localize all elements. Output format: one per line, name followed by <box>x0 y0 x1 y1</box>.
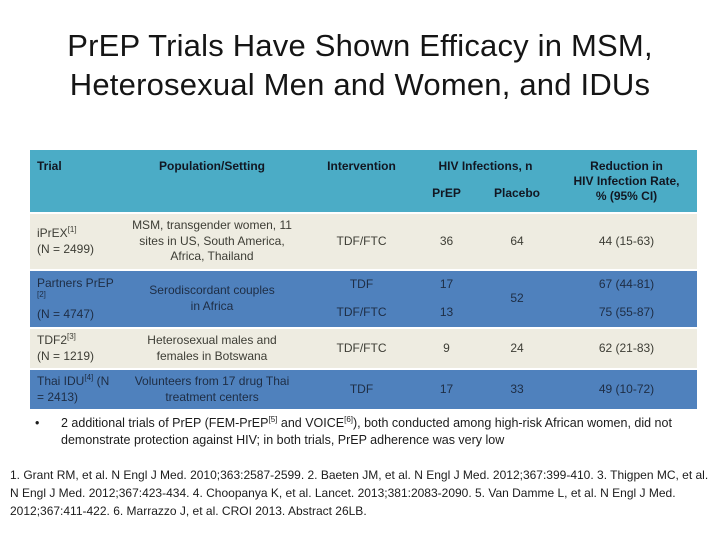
bullet-ref-5: [5] <box>268 414 278 424</box>
prep-trials-table: Trial Population/Setting Intervention HI… <box>30 150 697 411</box>
bullet-text-part3: ), both conducted among high-risk Africa… <box>61 416 672 448</box>
table-header-row: Trial Population/Setting Intervention HI… <box>30 150 697 212</box>
header-reduction: Reduction in HIV Infection Rate, % (95% … <box>573 159 680 203</box>
trial-ref: [3] <box>67 332 76 341</box>
slide-title-line1: PrEP Trials Have Shown Efficacy in MSM, <box>67 28 653 63</box>
trial-cell: Thai IDU[4] (N = 2413) <box>30 370 116 409</box>
prep-infections-cell: 9 <box>443 340 450 355</box>
header-hiv-infections-group: HIV Infections, n PrEP Placebo <box>415 150 556 212</box>
header-intervention: Intervention <box>327 159 396 173</box>
header-trial: Trial <box>37 159 62 173</box>
header-prep: PrEP <box>432 186 461 200</box>
trial-name: TDF2 <box>37 333 67 347</box>
bullet-text-part2: and VOICE <box>277 416 345 430</box>
population-cell: Volunteers from 17 drug Thai treatment c… <box>134 374 290 404</box>
reduction-cell: 67 (44-81) <box>598 277 655 292</box>
table-row-tdf2: TDF2[3] (N = 1219) Heterosexual males an… <box>30 329 697 369</box>
intervention-cell: TDF <box>349 381 374 396</box>
bullet-note: • 2 additional trials of PrEP (FEM-PrEP[… <box>35 415 685 450</box>
placebo-infections-cell: 33 <box>510 381 524 396</box>
trial-n: (N = 2413) <box>37 374 110 404</box>
header-placebo: Placebo <box>493 186 541 200</box>
trial-cell: TDF2[3] (N = 1219) <box>30 329 116 368</box>
slide-title: PrEP Trials Have Shown Efficacy in MSM, … <box>12 26 708 104</box>
bullet-ref-6: [6] <box>344 414 353 424</box>
table-row-thai-idu: Thai IDU[4] (N = 2413) Volunteers from 1… <box>30 370 697 410</box>
header-population: Population/Setting <box>159 159 265 173</box>
slide-title-line2: Heterosexual Men and Women, and IDUs <box>69 67 651 103</box>
trial-name: Partners PrEP <box>37 275 114 290</box>
header-hiv-subcolumns: PrEP Placebo <box>415 186 556 200</box>
trial-n: (N = 1219) <box>37 348 95 363</box>
population-cell: Heterosexual males and females in Botswa… <box>147 333 277 363</box>
header-hiv-infections: HIV Infections, n <box>438 159 533 173</box>
trial-ref: [1] <box>67 224 77 234</box>
placebo-infections-cell: 52 <box>510 291 524 306</box>
reduction-cell: 75 (55-87) <box>598 305 655 320</box>
trial-ref: [2] <box>37 290 46 300</box>
trial-cell: Partners PrEP [2] (N = 4747) <box>30 272 116 327</box>
trial-cell: iPrEX[1] (N = 2499) <box>30 222 116 261</box>
reduction-cell: 49 (10-72) <box>598 381 655 396</box>
intervention-cell: TDF <box>349 277 374 292</box>
placebo-infections-cell: 64 <box>510 233 524 248</box>
trial-n: (N = 2499) <box>37 241 95 256</box>
prep-infections-cell: 17 <box>439 277 454 292</box>
prep-infections-cell: 17 <box>439 381 454 396</box>
intervention-cell: TDF/FTC <box>336 340 387 355</box>
reduction-cell: 62 (21-83) <box>598 340 655 355</box>
placebo-infections-cell: 24 <box>510 340 524 355</box>
table-row-partners-prep: Partners PrEP [2] (N = 4747) Serodiscord… <box>30 271 697 327</box>
trial-name: Thai IDU <box>37 374 85 389</box>
bullet-text: 2 additional trials of PrEP (FEM-PrEP[5]… <box>61 415 681 450</box>
trial-ref: [4] <box>84 373 94 383</box>
prep-infections-cell: 36 <box>439 233 454 248</box>
intervention-cell: TDF/FTC <box>336 305 387 320</box>
table-row-iprex: iPrEX[1] (N = 2499) MSM, transgender wom… <box>30 214 697 269</box>
reduction-cell: 44 (15-63) <box>598 233 655 248</box>
population-cell: MSM, transgender women, 11 sites in US, … <box>132 218 292 264</box>
references-text: 1. Grant RM, et al. N Engl J Med. 2010;3… <box>10 468 709 518</box>
intervention-cell: TDF/FTC <box>336 233 387 248</box>
prep-infections-cell: 13 <box>439 305 454 320</box>
trial-name: iPrEX <box>37 225 68 240</box>
bullet-marker: • <box>35 416 40 430</box>
bullet-text-part1: 2 additional trials of PrEP (FEM-PrEP <box>61 416 269 430</box>
population-cell: Serodiscordant couples in Africa <box>149 283 275 313</box>
trial-n: (N = 4747) <box>37 306 95 321</box>
